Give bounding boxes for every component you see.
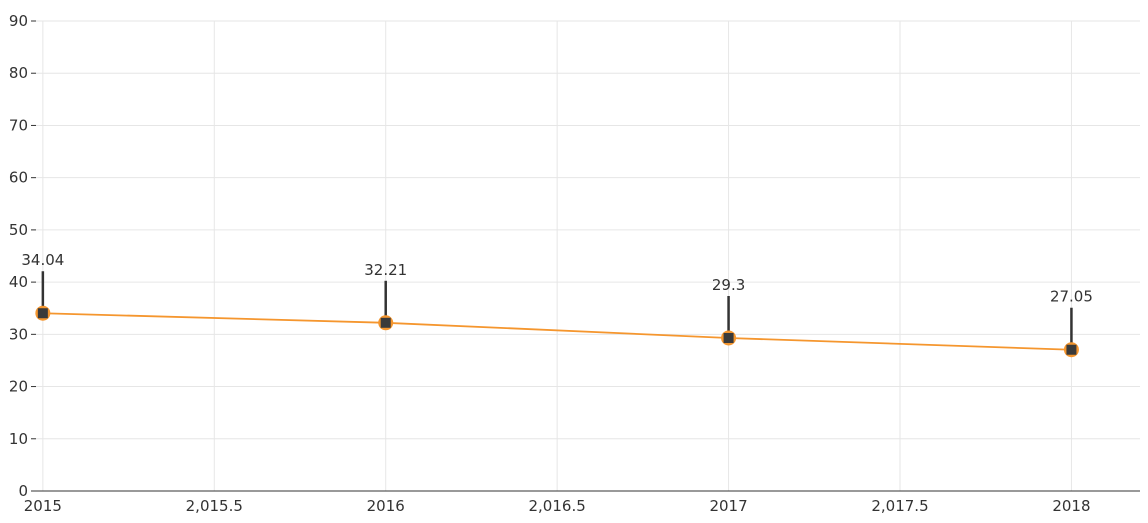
axes: 0 10 20 30 40 50 60 70 80 90 2015 2,015.5 2016 2,016.… <box>9 12 1140 515</box>
data-label: 29.3 <box>712 276 745 294</box>
y-tick-label: 30 <box>9 325 28 343</box>
data-point-marker[interactable] <box>1066 344 1077 355</box>
x-tick-label: 2,016.5 <box>529 497 586 515</box>
y-tick-label: 20 <box>9 378 28 396</box>
series-layer <box>35 271 1079 358</box>
x-tick-label: 2,015.5 <box>186 497 243 515</box>
x-tick-label: 2016 <box>367 497 405 515</box>
data-label: 32.21 <box>364 261 407 279</box>
y-tick-label: 60 <box>9 169 28 187</box>
y-tick-label: 0 <box>18 482 28 500</box>
x-tick-label: 2018 <box>1052 497 1090 515</box>
data-labels: 34.04 32.21 29.3 27.05 <box>21 251 1093 306</box>
y-tick-label: 10 <box>9 430 28 448</box>
data-point-marker[interactable] <box>37 308 48 319</box>
data-label: 34.04 <box>21 251 64 269</box>
y-tick-label: 50 <box>9 221 28 239</box>
data-point-marker[interactable] <box>380 317 391 328</box>
y-tick-label: 90 <box>9 12 28 30</box>
x-tick-label: 2,017.5 <box>871 497 928 515</box>
y-tick-label: 70 <box>9 116 28 134</box>
data-label: 27.05 <box>1050 288 1093 306</box>
x-tick-label: 2015 <box>24 497 62 515</box>
grid-lines <box>36 20 1140 491</box>
data-point-marker[interactable] <box>723 332 734 343</box>
y-tick-label: 80 <box>9 64 28 82</box>
series-line <box>42 312 1072 351</box>
x-tick-label: 2017 <box>709 497 747 515</box>
y-tick-label: 40 <box>9 273 28 291</box>
